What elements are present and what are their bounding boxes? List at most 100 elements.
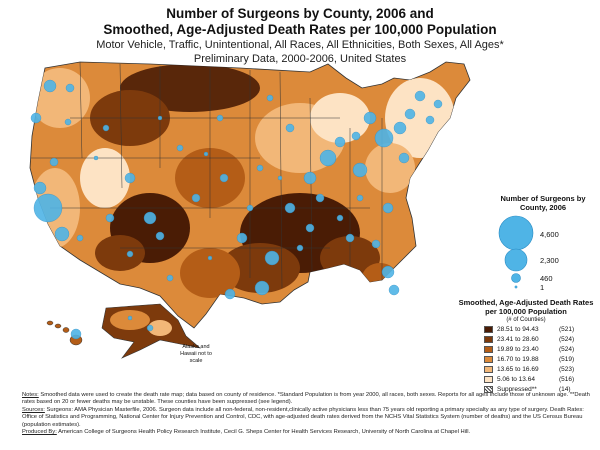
surgeon-bubble <box>266 94 274 102</box>
legend-label-2300: 2,300 <box>540 256 559 265</box>
surgeon-bubble <box>124 172 136 184</box>
rate-legend-row: 28.51 to 94.43 (521) <box>484 324 600 334</box>
rate-legend-range: 28.51 to 94.43 <box>497 325 539 333</box>
rate-legend-swatch <box>484 355 493 363</box>
surgeon-bubble <box>33 193 63 223</box>
surgeon-bubble <box>382 202 394 214</box>
surgeon-bubble <box>404 108 416 120</box>
rate-legend-row: 16.70 to 19.88 (519) <box>484 354 600 364</box>
surgeon-bubble <box>33 181 47 195</box>
surgeon-bubble <box>143 211 157 225</box>
surgeon-bubble <box>155 231 165 241</box>
surgeon-bubble <box>54 226 70 242</box>
surgeon-bubble <box>105 213 115 223</box>
surgeon-bubble <box>277 175 283 181</box>
surgeon-bubble <box>388 284 400 296</box>
surgeon-bubble <box>319 149 337 167</box>
rate-legend-range: 23.41 to 28.60 <box>497 335 539 343</box>
rate-legend-row: 23.41 to 28.60 (524) <box>484 334 600 344</box>
surgeon-bubble <box>374 128 394 148</box>
surgeon-bubble <box>425 115 435 125</box>
rates-legend-rows: 28.51 to 94.43 (521) 23.41 to 28.60 (524) 19… <box>452 324 600 394</box>
legend-bubble-2300 <box>504 248 528 272</box>
surgeon-bubble <box>191 193 201 203</box>
surgeons-legend: Number of Surgeons by County, 2006 4,600… <box>488 194 598 292</box>
sources-label: Sources: <box>22 406 45 413</box>
surgeon-bubble <box>303 171 317 185</box>
surgeon-bubble <box>216 114 224 122</box>
legend-label-4600: 4,600 <box>540 230 559 239</box>
legend-bubble-4600 <box>498 215 534 251</box>
notes-block: Notes: Smoothed data were used to create… <box>22 392 592 436</box>
subtitle-line-1: Motor Vehicle, Traffic, Unintentional, A… <box>96 39 504 51</box>
rate-legend-count: (14) <box>559 385 571 393</box>
surgeon-bubble <box>93 155 99 161</box>
surgeon-bubble <box>414 90 426 102</box>
surgeon-bubble <box>393 121 407 135</box>
surgeon-bubble <box>398 152 410 164</box>
surgeon-bubble <box>102 124 110 132</box>
surgeon-bubble <box>305 223 315 233</box>
rate-legend-row: 5.06 to 13.64 (516) <box>484 374 600 384</box>
surgeon-bubble <box>363 111 377 125</box>
surgeon-bubble <box>49 157 59 167</box>
produced-label: Produced By: <box>22 429 57 436</box>
rate-region <box>180 248 240 298</box>
alaska-hawaii-note: Alaska and Hawaii not to scale <box>180 344 212 364</box>
rates-legend-title: Smoothed, Age-Adjusted Death Rates per 1… <box>458 298 594 316</box>
surgeon-bubble <box>334 136 346 148</box>
rate-region <box>95 235 145 271</box>
surgeon-bubble <box>219 173 229 183</box>
surgeon-bubble <box>246 204 254 212</box>
surgeon-bubble <box>30 112 42 124</box>
rate-legend-row: Suppressed** (14) <box>484 384 600 394</box>
produced-text: American College of Surgeons Health Poli… <box>58 429 471 436</box>
rates-legend-subtitle: (# of Counties) <box>506 317 546 323</box>
surgeon-bubble <box>351 131 361 141</box>
rate-legend-row: 13.65 to 16.69 (523) <box>484 364 600 374</box>
surgeon-bubble <box>371 239 381 249</box>
rate-legend-count: (521) <box>559 325 575 333</box>
surgeon-bubble <box>126 250 134 258</box>
rate-legend-row: 19.89 to 23.40 (524) <box>484 344 600 354</box>
legend-label-1: 1 <box>540 283 545 292</box>
us-county-map <box>29 61 471 359</box>
rate-legend-range: 19.89 to 23.40 <box>497 345 539 353</box>
surgeons-legend-bubbles <box>498 215 534 289</box>
surgeon-bubble <box>65 83 75 93</box>
surgeon-bubbles <box>30 79 443 340</box>
surgeons-legend-title: Number of Surgeons by County, 2006 <box>500 194 586 212</box>
rate-region <box>365 143 415 193</box>
surgeon-bubble <box>157 115 163 121</box>
surgeon-bubble <box>64 118 72 126</box>
surgeon-bubble <box>43 79 57 93</box>
surgeon-bubble <box>256 164 264 172</box>
surgeon-bubble <box>352 162 368 178</box>
surgeon-bubble <box>345 233 355 243</box>
surgeon-bubble <box>224 288 236 300</box>
surgeon-bubble <box>336 214 344 222</box>
rate-legend-range: 5.06 to 13.64 <box>497 375 535 383</box>
surgeon-bubble <box>381 265 395 279</box>
surgeon-bubble <box>285 123 295 133</box>
surgeon-bubble <box>146 324 154 332</box>
rate-legend-swatch <box>484 345 493 353</box>
surgeon-bubble <box>127 315 133 321</box>
surgeon-bubble <box>356 194 364 202</box>
rate-legend-range: Suppressed** <box>497 385 537 393</box>
rate-legend-count: (519) <box>559 355 575 363</box>
rate-region <box>220 243 300 293</box>
rate-legend-swatch <box>484 325 493 333</box>
legend-label-460: 460 <box>540 274 553 283</box>
rate-legend-swatch <box>484 385 493 393</box>
notes-label: Notes: <box>22 392 39 398</box>
title-line-2: Smoothed, Age-Adjusted Death Rates per 1… <box>103 22 497 37</box>
surgeon-bubble <box>176 144 184 152</box>
title-line-1: Number of Surgeons by County, 2006 and <box>166 6 434 21</box>
surgeon-bubble <box>236 232 248 244</box>
surgeon-bubble <box>296 244 304 252</box>
surgeon-bubble <box>284 202 296 214</box>
rate-legend-range: 13.65 to 16.69 <box>497 365 539 373</box>
rate-legend-swatch <box>484 375 493 383</box>
surgeon-bubble <box>315 193 325 203</box>
